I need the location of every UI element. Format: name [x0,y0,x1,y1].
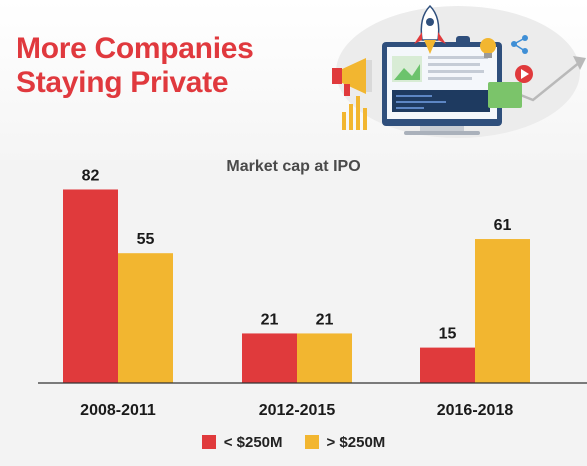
hand-icon [456,36,470,46]
data-label-small-2012-2015: 21 [261,311,279,328]
title-line-2: Staying Private [16,66,229,99]
chart-legend: < $250M > $250M [0,430,587,454]
title-line-1: More Companies [16,32,254,65]
legend-label-large: > $250M [326,433,386,451]
monitor-icon [382,42,502,135]
share-icon [511,35,528,54]
lightbulb-icon [480,38,496,58]
data-label-large-2008-2011: 55 [137,231,155,248]
analytics-card [488,82,522,108]
chart-title: Market cap at IPO [226,158,361,175]
bar-large-2016-2018 [475,239,530,383]
x-tick-label-2016-2018: 2016-2018 [437,402,514,419]
legend-swatch-large [304,435,319,449]
legend-label-small: < $250M [223,433,283,451]
legend-item-large: > $250M [304,433,386,451]
x-tick-label-2012-2015: 2012-2015 [259,402,336,419]
bar-small-2008-2011 [63,189,118,383]
legend-item-small: < $250M [201,433,283,451]
megaphone-icon [332,58,372,96]
bar-chart-icon [342,96,367,130]
data-label-large-2012-2015: 21 [316,311,334,328]
bar-small-2016-2018 [420,347,475,383]
legend-swatch-small [201,435,216,449]
page-title: More Companies Staying Private [16,32,254,100]
play-icon [515,65,533,83]
bar-large-2008-2011 [118,253,173,383]
data-label-small-2008-2011: 82 [82,167,100,184]
x-tick-label-2008-2011: 2008-2011 [80,402,156,419]
rocket-icon [414,4,446,54]
bar-large-2012-2015 [297,333,352,383]
bar-small-2012-2015 [242,333,297,383]
marketing-illustration [332,4,586,138]
data-label-small-2016-2018: 15 [439,326,457,343]
data-label-large-2016-2018: 61 [494,217,512,234]
